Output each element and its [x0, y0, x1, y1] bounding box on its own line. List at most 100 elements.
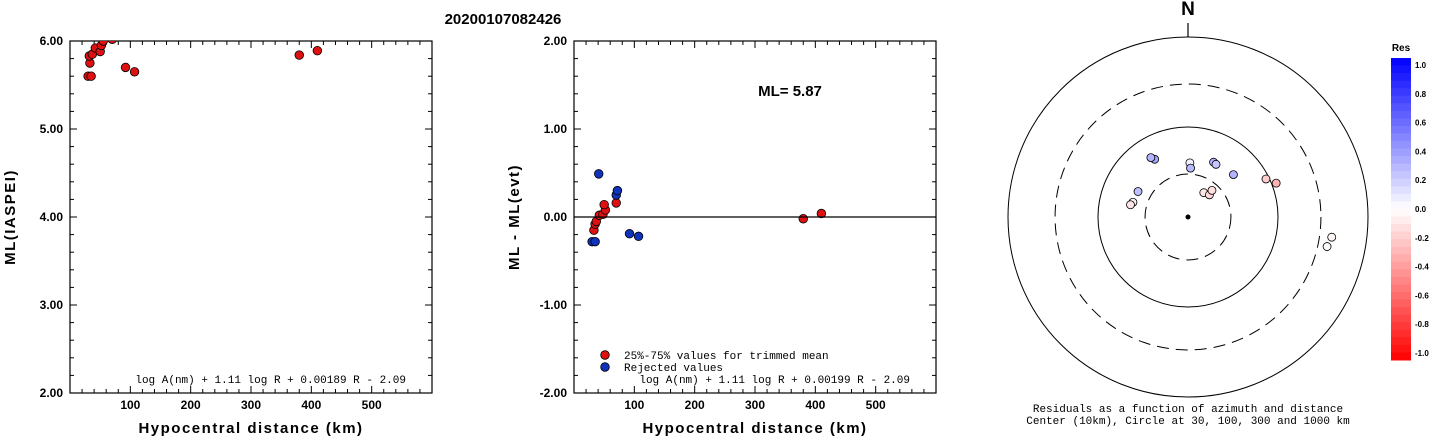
- x-tick-label: 200: [181, 398, 201, 412]
- legend-marker: [600, 350, 610, 360]
- x-tick-label: 500: [866, 398, 886, 412]
- station-marker: [1261, 174, 1271, 184]
- data-point: [816, 208, 827, 219]
- y-tick-label: 2.00: [40, 386, 64, 400]
- data-point: [590, 236, 600, 247]
- colorbar-swatch: [1391, 329, 1411, 338]
- colorbar-swatch: [1391, 171, 1411, 180]
- station-marker: [1327, 232, 1337, 242]
- station-marker: [1133, 187, 1143, 196]
- formula-label: log A(nm) + 1.11 log R + 0.00189 R - 2.0…: [135, 375, 406, 387]
- colorbar-tick-label: -0.4: [1415, 263, 1429, 272]
- colorbar-swatch: [1391, 314, 1411, 323]
- colorbar-swatch: [1391, 201, 1411, 210]
- colorbar-tick-label: 0.6: [1415, 119, 1427, 128]
- y-tick-label: 6.00: [40, 34, 64, 48]
- ml-vs-distance-panel: 100 200 300 400 500 2.00 3.00 4.00 5.00 6.00 Hypoc…: [2, 34, 433, 437]
- data-point: [612, 185, 623, 196]
- x-tick-label: 400: [805, 398, 825, 412]
- colorbar-swatch: [1391, 73, 1411, 82]
- colorbar-swatch: [1391, 254, 1411, 263]
- station-marker: [1271, 178, 1281, 188]
- colorbar-swatch: [1391, 344, 1411, 353]
- x-tick-label: 300: [241, 398, 261, 412]
- residual-vs-distance-panel: 100 200 300 400 500 -2.00 -1.00 0.00 1.00 2.00 Hyp…: [506, 34, 937, 437]
- colorbar-tick-label: 1.0: [1415, 61, 1427, 70]
- colorbar-tick-label: 0.4: [1415, 147, 1427, 156]
- colorbar-tick-label: -0.2: [1415, 234, 1429, 243]
- colorbar-swatch: [1391, 58, 1411, 67]
- station-marker: [1211, 159, 1221, 169]
- colorbar-tick-label: 0.2: [1415, 176, 1427, 185]
- colorbar-swatch: [1391, 133, 1411, 142]
- colorbar-swatch: [1391, 299, 1411, 308]
- data-point: [294, 50, 304, 60]
- colorbar-swatch: [1391, 292, 1411, 301]
- data-point: [98, 41, 108, 46]
- data-point: [312, 45, 323, 56]
- page-title: 20200107082426: [445, 11, 562, 28]
- data-point: [798, 214, 808, 224]
- colorbar-swatch: [1391, 276, 1411, 285]
- distance-ring: [1054, 83, 1322, 351]
- colorbar-swatch: [1391, 103, 1411, 112]
- station-marker: [1229, 170, 1238, 180]
- colorbar-swatch: [1391, 224, 1411, 233]
- x-tick-label: 400: [301, 398, 321, 412]
- y-tick-label: 5.00: [40, 122, 64, 136]
- plot-frame: [69, 40, 433, 394]
- colorbar-tick-label: 0.8: [1415, 90, 1427, 99]
- y-tick-label: 3.00: [40, 298, 64, 312]
- colorbar-swatch: [1391, 352, 1411, 361]
- station-marker: [1322, 242, 1332, 251]
- formula-label: log A(nm) + 1.11 log R + 0.00199 R - 2.0…: [639, 375, 910, 387]
- colorbar-swatch: [1391, 65, 1411, 74]
- colorbar-swatch: [1391, 216, 1411, 225]
- colorbar-swatch: [1391, 148, 1411, 157]
- legend-label: Rejected values: [624, 363, 723, 375]
- colorbar-swatch: [1391, 239, 1411, 248]
- colorbar-tick-label: -0.6: [1415, 291, 1429, 300]
- colorbar-swatch: [1391, 178, 1411, 187]
- data-point: [120, 62, 131, 73]
- distance-ring: [1144, 173, 1232, 261]
- legend-label: 25%-75% values for trimmed mean: [624, 351, 829, 363]
- ml-annotation: ML= 5.87: [758, 83, 822, 100]
- center-marker: [1185, 214, 1191, 220]
- colorbar-title: Res: [1392, 43, 1411, 54]
- y-tick-label: 2.00: [544, 34, 568, 48]
- colorbar-swatch: [1391, 156, 1411, 165]
- data-point: [599, 199, 609, 210]
- data-point: [107, 41, 117, 44]
- data-points: [587, 169, 827, 247]
- y-tick-label: -1.00: [540, 298, 568, 312]
- colorbar-swatch: [1391, 186, 1411, 195]
- data-points: [83, 41, 323, 81]
- colorbar-swatch: [1391, 322, 1411, 331]
- x-tick-label: 500: [362, 398, 382, 412]
- station-marker: [1186, 163, 1195, 173]
- data-point: [624, 229, 635, 239]
- colorbar-swatch: [1391, 193, 1411, 202]
- colorbar-swatch: [1391, 163, 1411, 172]
- colorbar: Res 1.0 0.8 0.6 0.4 0.2 0.0 -0.2 -0.4 -0.6 -0.8 -1.…: [1391, 43, 1429, 361]
- colorbar-swatch: [1391, 209, 1411, 218]
- polar-caption: Residuals as a function of azimuth and d…: [1033, 404, 1343, 416]
- colorbar-swatch: [1391, 307, 1411, 316]
- y-tick-label: -2.00: [540, 386, 568, 400]
- colorbar-swatch: [1391, 110, 1411, 119]
- colorbar-tick-label: -1.0: [1415, 349, 1429, 358]
- station-marker: [1207, 185, 1217, 195]
- y-tick-label: 4.00: [40, 210, 64, 224]
- polar-caption: Center (10km), Circle at 30, 100, 300 an…: [1026, 416, 1350, 428]
- colorbar-tick-label: -0.8: [1415, 320, 1429, 329]
- colorbar-swatch: [1391, 231, 1411, 240]
- colorbar-swatch: [1391, 141, 1411, 150]
- y-tick-label: 1.00: [544, 122, 568, 136]
- polar-panel: N Residuals as a function of azimuth and …: [1007, 0, 1369, 428]
- x-tick-label: 100: [624, 398, 644, 412]
- colorbar-swatch: [1391, 80, 1411, 89]
- data-point: [129, 67, 140, 77]
- colorbar-tick-label: 0.0: [1415, 205, 1427, 214]
